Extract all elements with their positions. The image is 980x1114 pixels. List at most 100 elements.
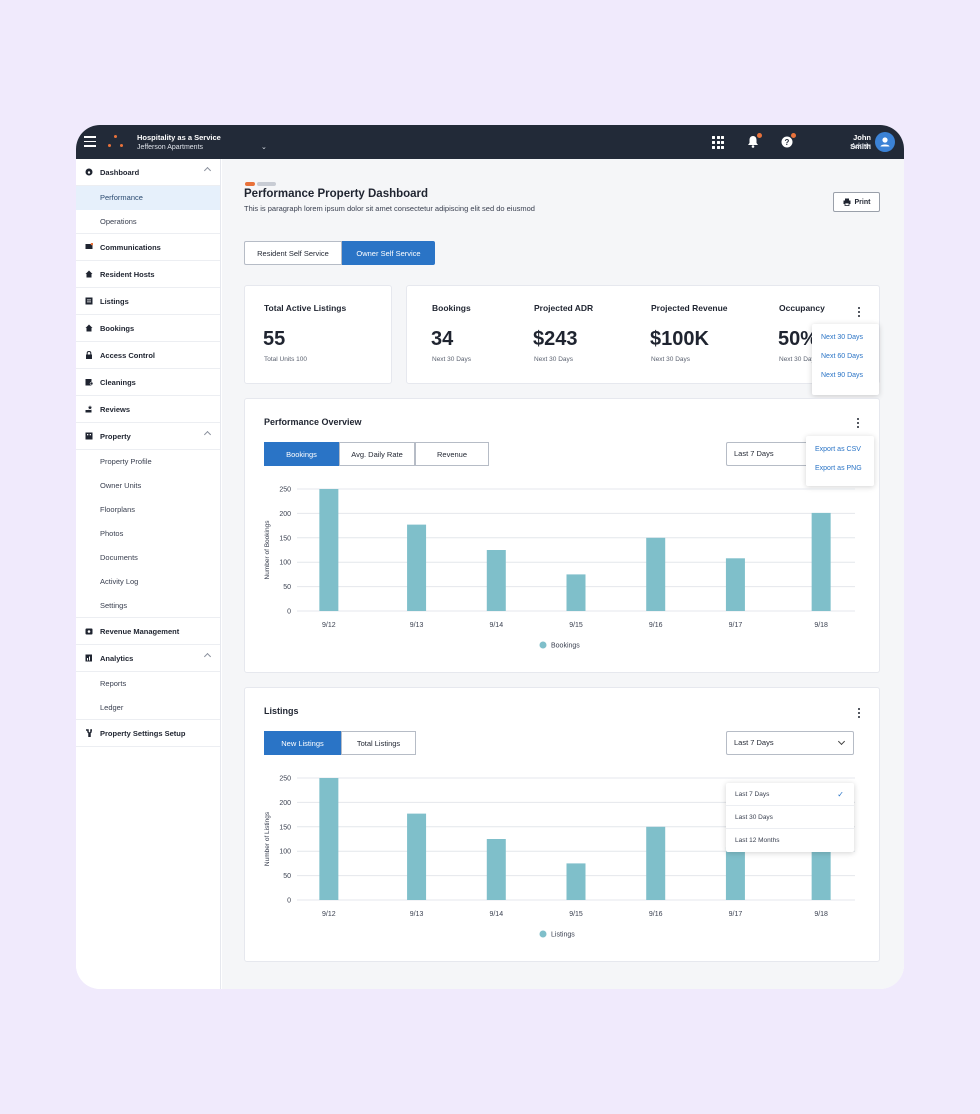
sidebar-item-settings[interactable]: Settings	[76, 594, 220, 618]
menu-item-next-30[interactable]: Next 30 Days	[821, 334, 864, 341]
sidebar-item-reviews[interactable]: Reviews	[76, 396, 220, 423]
print-button[interactable]: Print	[833, 192, 880, 212]
stat-value: $100K	[650, 328, 709, 350]
dropdown-option-last-12-months[interactable]: Last 12 Months	[735, 837, 780, 844]
bell-icon[interactable]	[747, 133, 762, 149]
legend-marker	[539, 641, 547, 649]
y-tick-label: 100	[279, 560, 291, 567]
app-window: Hospitality as a Service Jefferson Apart…	[76, 125, 904, 989]
sidebar-item-floorplans[interactable]: Floorplans	[100, 505, 136, 514]
y-tick-label: 100	[279, 849, 291, 856]
stat-label: Total Active Listings	[264, 303, 347, 313]
bar	[486, 550, 506, 611]
building-icon	[85, 432, 93, 440]
apps-grid-icon[interactable]	[712, 135, 726, 149]
stat-sub: Total Units 100	[264, 356, 307, 363]
export-menu: Export as CSV Export as PNG	[806, 436, 874, 486]
performance-overview-card: Performance Overview Bookings Avg. Daily…	[244, 398, 880, 673]
sidebar-item-activity-log[interactable]: Activity Log	[100, 577, 139, 586]
range-select[interactable]: Last 7 Days	[726, 731, 854, 755]
bar	[566, 863, 586, 900]
tab-owner-self-service[interactable]: Owner Self Service	[342, 241, 435, 265]
stat-sub: Next 30 Days	[432, 356, 472, 363]
sidebar-item-dashboard[interactable]: Dashboard	[76, 159, 220, 186]
service-toggle: Resident Self Service Owner Self Service	[244, 241, 435, 265]
sidebar-item-documents[interactable]: Documents	[100, 553, 138, 562]
menu-item-next-60[interactable]: Next 60 Days	[821, 353, 864, 360]
more-options-icon[interactable]	[854, 417, 862, 429]
chevron-up-icon[interactable]	[203, 166, 212, 175]
tab-avg-daily-rate[interactable]: Avg. Daily Rate	[339, 442, 415, 466]
chevron-up-icon[interactable]	[203, 652, 212, 661]
y-tick-label: 150	[279, 824, 291, 831]
y-tick-label: 50	[283, 873, 291, 880]
bar	[646, 826, 666, 900]
sidebar-item-performance[interactable]: Performance	[76, 186, 220, 210]
sidebar-item-bookings[interactable]: Bookings	[76, 315, 220, 342]
lock-icon	[86, 351, 92, 359]
help-badge	[791, 133, 796, 138]
bar	[646, 537, 666, 611]
export-png-item[interactable]: Export as PNG	[815, 465, 862, 472]
sidebar-item-access-control[interactable]: Access Control	[76, 342, 220, 369]
sidebar-item-ledger[interactable]: Ledger	[76, 696, 220, 720]
sidebar-item-revenue-management[interactable]: Revenue Management	[76, 618, 220, 645]
sidebar-item-label: Property Settings Setup	[100, 728, 186, 738]
x-tick-label: 9/14	[489, 911, 503, 918]
avatar[interactable]	[875, 132, 895, 152]
more-options-icon[interactable]	[855, 306, 863, 318]
x-tick-label: 9/16	[649, 622, 663, 629]
tab-bookings[interactable]: Bookings	[264, 442, 339, 466]
user-name: John Smith	[850, 133, 871, 151]
chevron-down-icon[interactable]: ⌄	[261, 144, 267, 151]
menu-icon[interactable]	[84, 136, 96, 147]
tab-total-listings[interactable]: Total Listings	[341, 731, 416, 755]
sidebar-item-property-profile[interactable]: Property Profile	[100, 457, 152, 466]
tab-resident-self-service[interactable]: Resident Self Service	[244, 241, 342, 265]
list-icon	[85, 297, 93, 305]
sidebar-item-analytics[interactable]: Analytics	[76, 645, 220, 672]
y-tick-label: 250	[279, 487, 291, 494]
tab-new-listings[interactable]: New Listings	[264, 731, 341, 755]
sidebar-item-resident-hosts[interactable]: Resident Hosts	[76, 261, 220, 288]
sidebar-item-operations[interactable]: Operations	[76, 210, 220, 234]
x-tick-label: 9/13	[410, 622, 424, 629]
sidebar-item-owner-units[interactable]: Owner Units	[100, 481, 142, 490]
range-menu: Next 30 Days Next 60 Days Next 90 Days	[812, 324, 879, 395]
sidebar-item-label: Dashboard	[100, 167, 140, 177]
stat-value: $243	[533, 328, 578, 350]
page-title: Performance Property Dashboard	[244, 188, 429, 200]
chevron-up-icon[interactable]	[203, 430, 212, 439]
select-value: Last 7 Days	[734, 738, 774, 747]
range-select[interactable]: Last 7 Days	[726, 442, 811, 466]
y-tick-label: 250	[279, 776, 291, 783]
property-selector[interactable]: Jefferson Apartments	[137, 144, 204, 151]
dropdown-option-last-30-days[interactable]: Last 30 Days	[726, 806, 854, 829]
x-tick-label: 9/17	[729, 911, 743, 918]
x-tick-label: 9/16	[649, 911, 663, 918]
tab-revenue[interactable]: Revenue	[415, 442, 489, 466]
sidebar-item-label: Communications	[100, 242, 161, 252]
menu-item-next-90[interactable]: Next 90 Days	[821, 372, 864, 379]
y-tick-label: 200	[279, 511, 291, 518]
dropdown-option-last-7-days[interactable]: Last 7 Days ✓	[726, 783, 854, 806]
y-tick-label: 0	[287, 609, 291, 616]
help-icon[interactable]: ?	[781, 133, 796, 149]
export-csv-item[interactable]: Export as CSV	[815, 446, 861, 453]
bar	[566, 574, 586, 611]
sidebar-item-property[interactable]: Property	[76, 423, 220, 450]
sidebar-item-photos[interactable]: Photos	[100, 529, 124, 538]
app-title: Hospitality as a Service	[137, 133, 221, 142]
x-tick-label: 9/15	[569, 622, 583, 629]
more-options-icon[interactable]	[855, 707, 863, 719]
sidebar-item-reports[interactable]: Reports	[100, 679, 127, 688]
page-description: This is paragraph lorem ipsum dolor sit …	[244, 204, 535, 213]
x-tick-label: 9/13	[410, 911, 424, 918]
x-tick-label: 9/12	[322, 622, 336, 629]
sidebar-item-cleanings[interactable]: Cleanings	[76, 369, 220, 396]
sidebar-item-property-settings-setup[interactable]: Property Settings Setup	[76, 720, 220, 747]
stat-sub: Next 30 Days	[779, 356, 819, 363]
sidebar-item-communications[interactable]: Communications	[76, 234, 220, 261]
sidebar-item-listings[interactable]: Listings	[76, 288, 220, 315]
gauge-icon	[85, 168, 93, 176]
